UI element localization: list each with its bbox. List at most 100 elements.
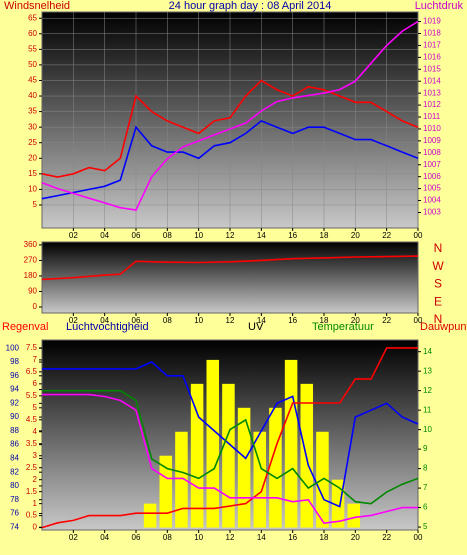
x-tick-label: 12 [226,316,235,325]
y-tick-label: 45 [28,76,37,85]
y2-tick-label: 13 [423,366,432,375]
series-line [42,389,419,505]
y2-tick-label: 1008 [423,148,441,157]
x-tick-label: 08 [163,533,172,542]
uv-bar [206,359,220,528]
y-tick-label: 90 [28,287,37,296]
uv-bar [253,431,267,528]
y2-axis-label: Luchtdruk [415,0,464,12]
y2-tick-label: 10 [423,425,432,434]
x-tick-label: 22 [382,316,391,325]
y2-tick-label: 7 [423,483,428,492]
x-tick-label: 10 [194,231,203,240]
plot-area [41,241,419,314]
y2-tick-label: 9 [423,444,428,453]
y-tick-label: 60 [28,29,37,38]
rain-tick-label: 4 [33,427,38,436]
y2-tick-label: 11 [423,405,432,414]
rain-tick-label: 1.5 [26,487,38,496]
series-line [42,361,419,508]
uv-bar [237,407,251,528]
x-tick-label: 16 [288,231,297,240]
uv-bar [143,503,157,528]
y2-tick-label: 1003 [423,208,441,217]
y2-tick-label: 5 [423,522,428,531]
y2-tick-label: 14 [423,347,432,356]
rain-tick-label: 3 [33,451,38,460]
y2-tick-label: 1004 [423,196,441,205]
x-tick-label: 08 [163,231,172,240]
y-tick-label: 5 [33,200,38,209]
series-line [41,255,419,281]
x-tick-label: 00 [414,316,423,325]
uv-bar [190,383,204,528]
axis-label: UV [248,321,264,333]
y-tick-label: 180 [24,271,38,280]
y2-tick-label: 1011 [423,112,441,121]
compass-label: E [434,294,442,308]
y2-tick-label: 1012 [423,100,441,109]
y-tick-label: 98 [10,357,19,366]
rain-tick-label: 6 [33,379,38,388]
y2-tick-label: 1006 [423,172,441,181]
x-tick-label: 06 [132,533,141,542]
x-tick-label: 02 [69,316,78,325]
y-tick-label: 88 [10,426,19,435]
y-tick-label: 84 [10,454,19,463]
x-tick-label: 14 [257,231,266,240]
x-tick-label: 00 [414,533,423,542]
y-tick-label: 74 [10,522,19,531]
y-tick-label: 96 [10,371,19,380]
x-tick-label: 04 [100,533,109,542]
compass-label: N [434,241,443,255]
y2-tick-label: 1016 [423,52,441,61]
rain-tick-label: 0.5 [26,511,38,520]
axis-label: Dauwpunt [420,321,467,333]
x-tick-label: 12 [226,231,235,240]
x-tick-label: 20 [351,231,360,240]
x-tick-label: 18 [320,533,329,542]
uv-bar [269,407,282,528]
x-tick-label: 22 [382,231,391,240]
x-tick-label: 14 [257,316,266,325]
y-tick-label: 82 [10,467,19,476]
series-line [41,119,419,200]
axis-label: Temperatuur [312,321,374,333]
y-tick-label: 55 [28,44,37,53]
x-tick-label: 20 [351,316,360,325]
x-tick-label: 04 [100,231,109,240]
x-tick-label: 20 [351,533,360,542]
axis-label: Luchtvochtigheid [66,321,149,333]
x-tick-label: 06 [132,231,141,240]
axis-label: Regenval [2,321,48,333]
y2-tick-label: 1015 [423,64,441,73]
x-tick-label: 10 [194,316,203,325]
rain-tick-label: 1 [33,499,38,508]
y2-tick-label: 1013 [423,88,441,97]
y2-tick-label: 1018 [423,29,441,38]
chart-title: 24 hour graph day : 08 April 2014 [169,0,332,12]
y-tick-label: 92 [10,398,19,407]
y-tick-label: 50 [28,60,37,69]
y-tick-label: 86 [10,440,19,449]
x-tick-label: 18 [320,316,329,325]
x-tick-label: 18 [320,231,329,240]
x-tick-label: 16 [288,533,297,542]
y-tick-label: 270 [24,256,38,265]
uv-bar [222,383,235,528]
y-tick-label: 0 [33,302,38,311]
rain-tick-label: 4.5 [26,415,38,424]
uv-bar [284,359,298,528]
y2-tick-label: 6 [423,503,428,512]
y-tick-label: 20 [28,153,37,162]
rain-tick-label: 7 [33,355,38,364]
compass-label: W [432,259,444,273]
y2-tick-label: 12 [423,386,432,395]
uv-bar [159,455,173,528]
y-tick-label: 30 [28,122,37,131]
uv-bar [175,431,188,528]
uv-bar [331,479,345,528]
y2-tick-label: 1017 [423,41,441,50]
rain-tick-label: 6.5 [26,367,38,376]
